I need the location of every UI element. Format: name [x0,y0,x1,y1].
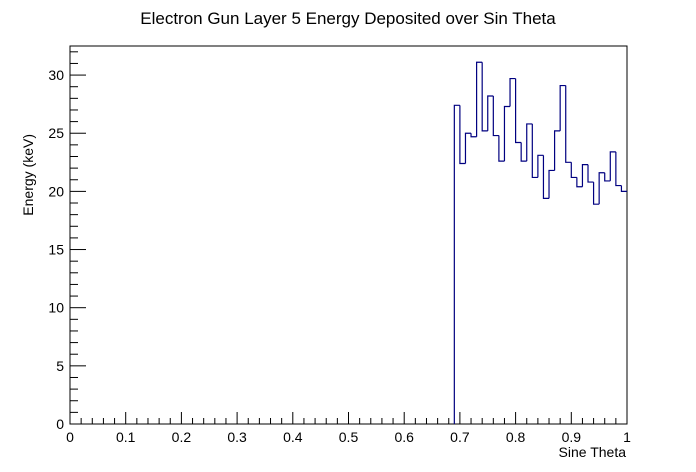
histogram-bin [476,61,483,137]
x-tick-label: 0.4 [283,429,303,445]
histogram-bin [615,151,622,187]
x-tick-label: 1 [623,429,631,445]
histogram-bin [509,77,516,107]
histogram-bin [487,95,494,131]
chart-title: Electron Gun Layer 5 Energy Deposited ov… [140,9,556,28]
histogram-bin [470,133,477,138]
x-axis-title: Sine Theta [559,444,627,460]
histogram-bin [498,135,505,162]
y-tick-label: 0 [56,416,64,432]
histogram-bin [592,182,600,205]
x-tick-label: 0.9 [562,429,582,445]
histogram-bin [570,162,577,179]
histogram-bin [565,85,572,163]
y-tick-label: 15 [48,242,64,258]
histogram-bin [587,164,594,183]
histogram-bin [526,123,533,162]
x-tick-labels: 0 0.1 0.2 0.3 0.4 0.5 0.6 0.7 0.8 0.9 1 [66,429,631,445]
histogram-bin [559,84,566,131]
histogram-bin [598,172,605,205]
y-tick-labels: 0 5 10 15 20 25 30 [48,67,64,432]
histogram-bin [581,164,589,187]
histogram-bin [464,132,472,164]
y-tick-label: 10 [48,300,64,316]
histogram-bin [553,130,561,171]
histogram-bin [604,172,611,182]
x-tick-label: 0.5 [339,429,359,445]
histogram-bin [515,78,522,144]
histogram-bin [492,96,499,137]
histogram-bin [481,62,488,132]
histogram-bin [620,185,627,192]
histogram-bin [531,123,538,179]
x-tick-label: 0.2 [172,429,192,445]
histogram-bin [609,151,616,181]
y-axis [70,51,86,425]
histogram-bin [459,105,466,165]
histogram-bin [537,154,544,178]
x-tick-label: 0 [66,429,74,445]
x-tick-label: 0.7 [450,429,470,445]
histogram-series [453,61,627,424]
x-axis [69,412,628,424]
histogram-bin [542,155,550,199]
histogram-bin [548,169,555,199]
histogram-bin [576,177,583,188]
histogram-bin [453,104,460,424]
y-tick-label: 30 [48,67,64,83]
x-tick-label: 0.8 [506,429,526,445]
y-tick-label: 25 [48,125,64,141]
y-tick-label: 5 [56,358,64,374]
histogram-bin [520,142,527,162]
y-tick-label: 20 [48,183,64,199]
histogram-bin [503,105,511,162]
x-tick-label: 0.1 [116,429,136,445]
x-tick-label: 0.3 [227,429,247,445]
plot-frame [69,45,628,425]
x-tick-label: 0.6 [394,429,414,445]
y-axis-title: Energy (keV) [20,134,36,216]
